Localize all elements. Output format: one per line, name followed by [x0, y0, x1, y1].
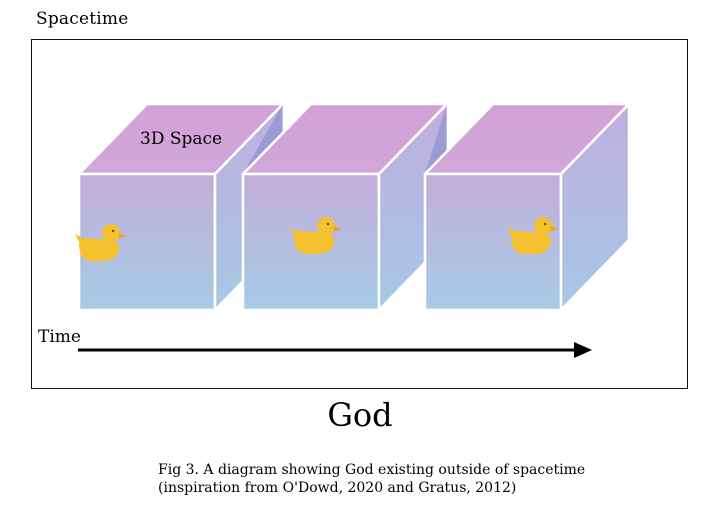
space-label: 3D Space: [140, 129, 222, 149]
spacetime-label: Spacetime: [36, 9, 129, 29]
caption-line-1: Fig 3. A diagram showing God existing ou…: [158, 462, 586, 478]
cubes-layer: [75, 102, 631, 312]
time-label: Time: [38, 327, 81, 347]
god-label: God: [327, 396, 393, 434]
spacetime-frame: [31, 39, 688, 389]
figure-caption: Fig 3. A diagram showing God existing ou…: [158, 461, 585, 497]
rubber-duck-icon: [507, 217, 559, 254]
space-cube-3: [423, 102, 631, 312]
cube-side-face: [559, 102, 631, 312]
caption-line-2: (inspiration from O'Dowd, 2020 and Gratu…: [158, 480, 517, 496]
rubber-duck-icon: [75, 224, 127, 261]
time-arrow: [78, 342, 592, 358]
rubber-duck-icon: [290, 217, 342, 254]
